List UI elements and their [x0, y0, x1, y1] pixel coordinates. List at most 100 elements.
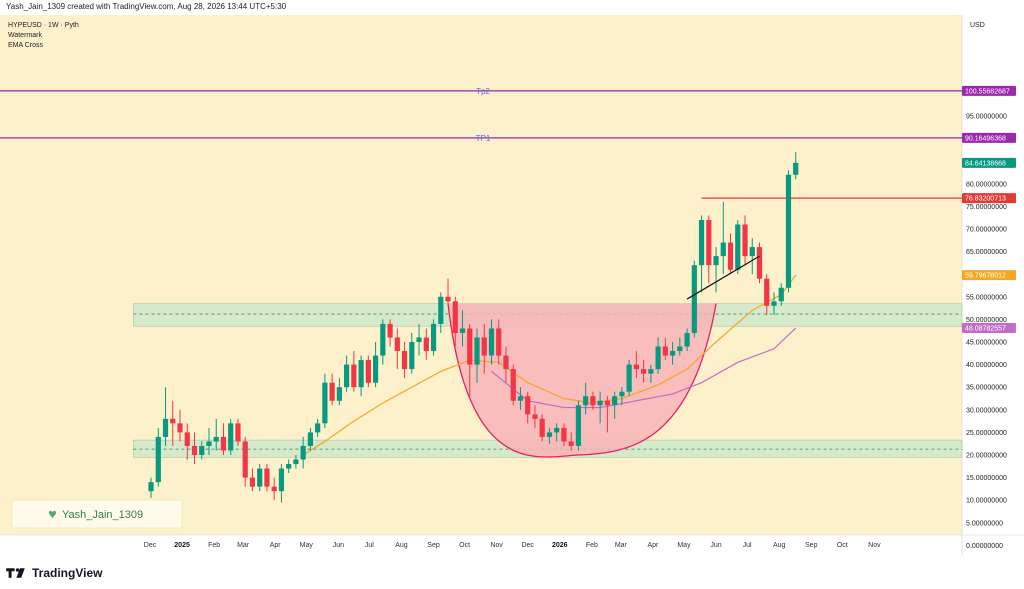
tradingview-brand[interactable]: TradingView [32, 566, 103, 580]
candle-body [467, 328, 473, 365]
candle-body [380, 323, 386, 356]
author-watermark-text: Yash_Jain_1309 [62, 509, 143, 521]
candle-body [669, 351, 676, 356]
price-tick-label: 25.00000000 [966, 430, 1007, 437]
legend-watermark: Watermark [8, 32, 42, 39]
price-tick-label: 80.00000000 [966, 181, 1007, 188]
horizontal-lines: Tp2 TP1 [0, 87, 962, 199]
time-tick-label: Aug [395, 542, 408, 549]
candle-body [698, 219, 705, 266]
time-tick-label: Feb [208, 542, 220, 549]
heart-icon: ♥ [48, 510, 57, 521]
candle-body [401, 351, 408, 370]
candle-body [235, 423, 241, 442]
chart-created-line: Yash_Jain_1309 created with TradingView.… [6, 2, 287, 11]
candle-body [300, 445, 306, 460]
candle-body [793, 162, 799, 175]
candle-body [539, 418, 545, 437]
candle-body [423, 337, 429, 352]
tradingview-logo-icon[interactable] [6, 567, 28, 579]
candle-body [641, 369, 647, 374]
candle-body [488, 328, 495, 356]
candle-body [293, 459, 299, 465]
candle-body [315, 423, 321, 433]
candle-body [452, 301, 458, 333]
candle-body [351, 364, 357, 388]
candle-body [771, 301, 777, 306]
time-tick-label: Feb [586, 542, 598, 549]
candle-body [206, 441, 212, 446]
candle-body [727, 242, 734, 270]
price-tag-tp [962, 132, 1016, 143]
candle-body [220, 436, 227, 451]
candle-body [184, 432, 190, 446]
legend-symbol: HYPEUSD · 1W · Pyth [8, 22, 79, 29]
candle-body [510, 369, 516, 401]
candle-body [329, 382, 335, 401]
candle-body [496, 328, 502, 356]
candle-body [604, 400, 610, 406]
candle-body [525, 396, 531, 415]
candle-body [742, 224, 748, 257]
price-tag-ema_slow [962, 323, 1016, 334]
candle-body [778, 287, 784, 302]
candle-body [735, 224, 741, 270]
candle-body [242, 441, 248, 478]
time-tick-label: 2025 [174, 542, 190, 549]
candle-body [365, 360, 371, 383]
price-tick-label: 20.00000000 [966, 453, 1007, 460]
price-tick-label: 55.00000000 [966, 294, 1007, 301]
time-tick-label: Nov [868, 542, 881, 549]
time-tick-label: Oct [837, 542, 848, 549]
time-tick-label: May [677, 542, 691, 549]
candle-body [590, 396, 596, 406]
candle-body [474, 337, 480, 365]
price-tag-ema_fast [962, 270, 1016, 281]
candle-body [481, 337, 487, 356]
price-tick-label: 65.00000000 [966, 249, 1007, 256]
price-tick-label: 5.00000000 [966, 520, 1003, 527]
candle-body [612, 396, 618, 406]
price-axis-ticks: 95.00000000 80.00000000 75.00000000 70.0000… [966, 114, 1007, 550]
candle-body [554, 427, 560, 433]
candle-body [199, 445, 205, 455]
time-tick-label: Apr [647, 542, 659, 549]
ema-lines [302, 274, 797, 456]
price-tag-last [962, 157, 1016, 168]
candle-body [575, 405, 582, 446]
price-tag-resistance [962, 193, 1016, 204]
candle-body [713, 256, 719, 266]
candle-body [684, 332, 690, 347]
candle-body [785, 174, 792, 288]
candle-body [336, 387, 342, 401]
price-tag-label: 59.79678012 [965, 273, 1006, 280]
chart-frame[interactable]: Tp2 TP1 95.00000000 80.00000000 75.00000000… [0, 15, 1024, 555]
price-tick-label: 10.00000000 [966, 498, 1007, 505]
time-axis-panel [0, 535, 1024, 555]
time-tick-label: Sep [805, 542, 818, 549]
price-chart[interactable]: Tp2 TP1 95.00000000 80.00000000 75.00000000… [0, 15, 1024, 555]
candle-body [416, 337, 422, 342]
price-tag-label: 48.08782557 [965, 326, 1006, 333]
time-tick-label: Jun [710, 542, 721, 549]
candle-body [155, 436, 161, 483]
candle-body [307, 432, 313, 446]
candle-body [662, 346, 668, 356]
candle-body [459, 328, 466, 333]
candle-body [445, 296, 451, 302]
time-tick-label: Aug [773, 542, 786, 549]
candle-body [655, 346, 661, 370]
author-watermark: ♥ Yash_Jain_1309 [11, 499, 183, 529]
candle-body [228, 423, 234, 451]
legend-ema-cross: EMA Cross [8, 42, 44, 49]
cup-fill [448, 303, 717, 458]
candle-body [372, 355, 379, 383]
price-tag-label: 90.16496368 [965, 135, 1006, 142]
time-tick-label: Sep [427, 542, 440, 549]
time-tick-label: May [300, 542, 314, 549]
trendline [686, 255, 760, 300]
candle-body [546, 432, 553, 437]
ema-slow-line [491, 327, 797, 409]
author-watermark-box [11, 499, 183, 529]
price-tick-label: 70.00000000 [966, 227, 1007, 234]
